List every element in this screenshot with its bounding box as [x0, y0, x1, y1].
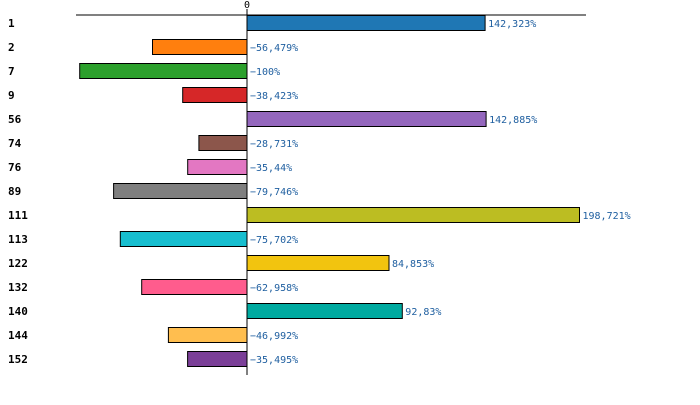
value-label-74: −28,731%	[250, 139, 298, 150]
category-labels-group: 1 2 7 9 56 74 76 89 111 113 122 132 140 144 152	[8, 17, 28, 366]
bar-56	[246, 111, 487, 127]
value-label-2: −56,479%	[250, 43, 298, 54]
value-label-111: 198,721%	[583, 211, 631, 222]
category-label-122: 122	[8, 257, 28, 270]
category-label-9: 9	[8, 89, 15, 102]
value-label-140: 92,83%	[405, 307, 441, 318]
bar-74	[198, 135, 248, 151]
bar-122	[246, 255, 390, 271]
zero-tick-label: 0	[244, 0, 250, 11]
category-label-111: 111	[8, 209, 28, 222]
value-label-89: −79,746%	[250, 187, 298, 198]
category-label-89: 89	[8, 185, 21, 198]
bar-76	[187, 159, 248, 175]
bar-2	[152, 39, 248, 55]
value-label-152: −35,495%	[250, 355, 298, 366]
bar-111	[246, 207, 580, 223]
category-label-140: 140	[8, 305, 28, 318]
category-label-113: 113	[8, 233, 28, 246]
category-label-152: 152	[8, 353, 28, 366]
value-label-122: 84,853%	[392, 259, 434, 270]
category-label-132: 132	[8, 281, 28, 294]
bar-9	[182, 87, 248, 103]
bar-7	[79, 63, 248, 79]
bar-152	[187, 351, 248, 367]
category-label-56: 56	[8, 113, 22, 126]
bar-1	[246, 15, 486, 31]
category-label-7: 7	[8, 65, 15, 78]
value-label-1: 142,323%	[488, 19, 536, 30]
value-labels-group: 142,323% −56,479% −100% −38,423% 142,885% −28…	[250, 19, 631, 366]
bars-group	[79, 15, 580, 367]
bar-113	[119, 231, 248, 247]
value-label-132: −62,958%	[250, 283, 298, 294]
value-label-144: −46,992%	[250, 331, 298, 342]
category-label-1: 1	[8, 17, 15, 30]
value-label-9: −38,423%	[250, 91, 298, 102]
value-label-56: 142,885%	[489, 115, 537, 126]
bar-132	[141, 279, 248, 295]
value-label-113: −75,702%	[250, 235, 298, 246]
category-label-144: 144	[8, 329, 28, 342]
bar-144	[167, 327, 248, 343]
bar-140	[246, 303, 403, 319]
category-label-2: 2	[8, 41, 15, 54]
bar-89	[113, 183, 248, 199]
value-label-7: −100%	[250, 67, 280, 78]
category-label-76: 76	[8, 161, 22, 174]
value-label-76: −35,44%	[250, 163, 292, 174]
category-label-74: 74	[8, 137, 22, 150]
